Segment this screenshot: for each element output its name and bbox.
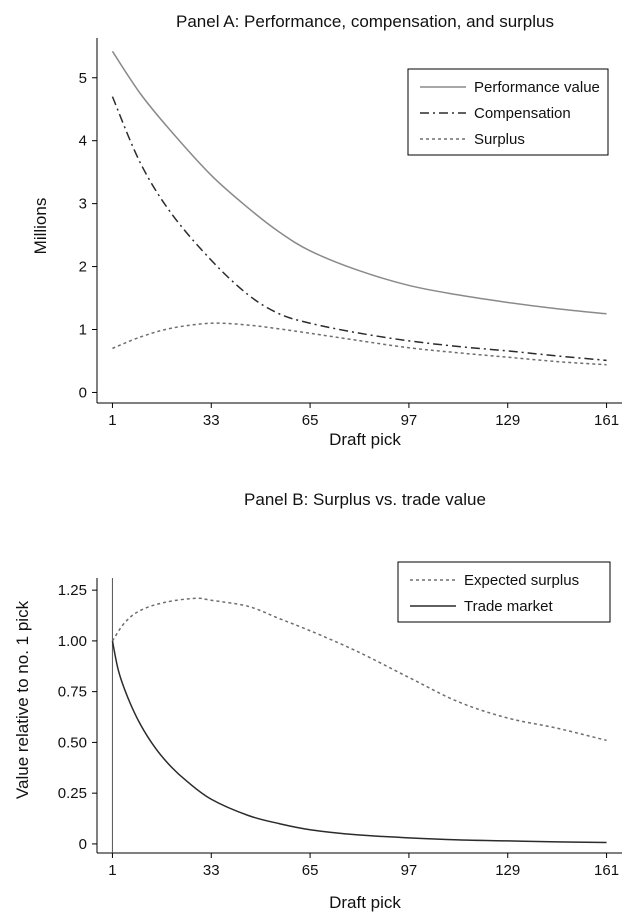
y-tick-label: 0.75 [58, 684, 87, 701]
y-tick-label: 5 [79, 70, 87, 87]
x-tick-label: 65 [302, 862, 319, 879]
legend-label: Performance value [474, 79, 600, 96]
panel-b: Panel B: Surplus vs. trade value 1 33 65 97… [13, 490, 622, 912]
x-tick-label: 161 [594, 862, 619, 879]
panel-b-xlabel: Draft pick [329, 893, 401, 912]
x-tick-label: 161 [594, 412, 619, 429]
panel-b-title: Panel B: Surplus vs. trade value [244, 490, 486, 509]
x-tick-label: 1 [108, 862, 116, 879]
panel-a-xlabel: Draft pick [329, 430, 401, 449]
y-tick-label: 0.25 [58, 785, 87, 802]
x-tick-label: 97 [401, 862, 418, 879]
y-tick-label: 1.00 [58, 633, 87, 650]
y-tick-label: 4 [79, 133, 87, 150]
panel-a-ylabel: Millions [31, 198, 50, 255]
y-tick-label: 2 [79, 259, 87, 276]
panel-a: Panel A: Performance, compensation, and … [31, 12, 622, 449]
x-tick-label: 129 [495, 862, 520, 879]
series-line-performance-value [111, 50, 607, 315]
series-line-surplus [112, 322, 607, 366]
x-tick-label: 33 [203, 412, 220, 429]
legend-box [397, 561, 611, 623]
legend-box [407, 68, 609, 156]
panel-a-title: Panel A: Performance, compensation, and … [176, 12, 554, 31]
panel-b-plot-area: 1 33 65 97 129 161 0 0.25 0.50 0.75 1.00 1.25 Expect… [58, 561, 622, 879]
series-line-expected-surplus [111, 597, 607, 742]
y-tick-label: 1.25 [58, 582, 87, 599]
series-line-trade-market [111, 640, 607, 844]
x-tick-label: 33 [203, 862, 220, 879]
x-tick-label: 97 [401, 412, 418, 429]
legend-label: Surplus [474, 131, 525, 148]
y-tick-label: 0 [79, 384, 87, 401]
x-tick-label: 129 [495, 412, 520, 429]
legend-label: Trade market [464, 598, 553, 615]
panel-a-plot-area: 1 33 65 97 129 161 0 1 2 3 4 5 Performance value Comp… [79, 38, 622, 429]
y-tick-label: 0 [79, 836, 87, 853]
panel-b-ylabel: Value relative to no. 1 pick [13, 600, 32, 799]
series-line-compensation [111, 96, 607, 362]
x-tick-label: 1 [108, 412, 116, 429]
y-tick-label: 3 [79, 196, 87, 213]
y-tick-label: 0.50 [58, 734, 87, 751]
y-tick-label: 1 [79, 322, 87, 339]
x-tick-label: 65 [302, 412, 319, 429]
legend-label: Compensation [474, 105, 571, 122]
legend-label: Expected surplus [464, 572, 579, 589]
